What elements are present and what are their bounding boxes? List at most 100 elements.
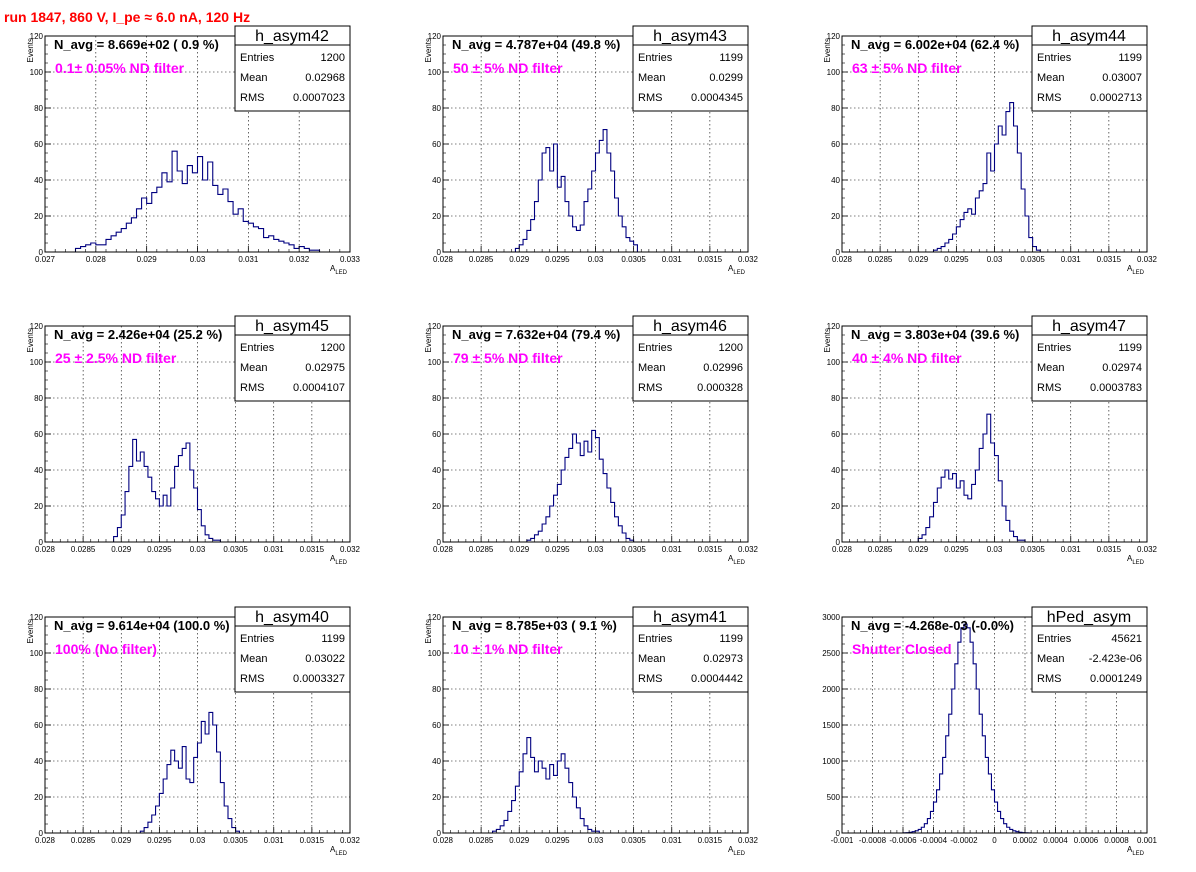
stats-mean-label: Mean xyxy=(638,653,666,665)
histogram-panel-h_asym40: 0.028 0.0285 0.029 0.0295 0.03 0.0305 0.031 0.0… xyxy=(26,606,361,857)
stats-rms-label: RMS xyxy=(638,92,662,104)
n-avg-label: N_avg = 2.426e+04 (25.2 %) xyxy=(54,327,222,342)
stats-mean-label: Mean xyxy=(1037,653,1065,665)
x-tick-label: 0.0285 xyxy=(868,255,893,264)
histogram-line xyxy=(113,438,221,542)
stats-rms-label: RMS xyxy=(638,673,662,685)
y-tick-label: 20 xyxy=(432,212,441,221)
x-tick-label: 0.029 xyxy=(509,545,530,554)
n-avg-label: N_avg = 7.632e+04 (79.4 %) xyxy=(452,327,620,342)
filter-label: 10 ± 1% ND filter xyxy=(453,641,563,657)
stats-rms-label: RMS xyxy=(240,673,264,685)
stats-box xyxy=(632,315,749,402)
x-tick-label: 0.027 xyxy=(35,255,56,264)
stats-box xyxy=(234,315,351,402)
x-tick-label: -0.001 xyxy=(831,836,854,845)
histogram-line xyxy=(514,129,638,252)
x-tick-label: 0.032 xyxy=(340,836,361,845)
histogram-name: h_asym43 xyxy=(653,28,727,45)
y-tick-label: 80 xyxy=(432,104,441,113)
x-axis-title: ALED xyxy=(728,845,746,857)
n-avg-label: N_avg = 4.787e+04 (49.8 %) xyxy=(452,37,620,52)
y-tick-label: 100 xyxy=(30,358,44,367)
y-tick-label: 80 xyxy=(34,394,43,403)
y-tick-label: 0 xyxy=(836,538,841,547)
y-tick-label: 80 xyxy=(831,104,840,113)
stats-rms-label: RMS xyxy=(1037,382,1061,394)
x-tick-label: 0.0006 xyxy=(1074,836,1099,845)
stats-entries-label: Entries xyxy=(1037,52,1072,64)
filter-label: 79 ± 5% ND filter xyxy=(453,350,563,366)
n-avg-label: N_avg = -4.268e-03 (-0.0%) xyxy=(851,618,1014,633)
stats-rms-value: 0.0004345 xyxy=(691,92,743,104)
x-tick-label: 0.032 xyxy=(738,255,759,264)
x-tick-label: 0.031 xyxy=(264,836,285,845)
x-tick-label: 0.0295 xyxy=(545,545,570,554)
histogram-name: h_asym45 xyxy=(255,318,329,335)
stats-rms-value: 0.0004107 xyxy=(293,382,345,394)
stats-rms-value: 0.0003783 xyxy=(1090,382,1142,394)
y-tick-label: 500 xyxy=(827,793,841,802)
y-tick-label: 60 xyxy=(432,430,441,439)
x-tick-label: 0.0315 xyxy=(300,836,325,845)
x-axis-title: ALED xyxy=(330,554,348,566)
stats-box xyxy=(632,606,749,693)
y-tick-label: 80 xyxy=(432,394,441,403)
histogram-panel-h_asym44: 0.028 0.0285 0.029 0.0295 0.03 0.0305 0.031 0.0… xyxy=(823,25,1158,276)
y-tick-label: 0 xyxy=(836,829,841,838)
x-tick-label: -0.0002 xyxy=(950,836,978,845)
x-tick-label: -0.0006 xyxy=(889,836,917,845)
y-tick-label: 120 xyxy=(428,32,442,41)
y-tick-label: 0 xyxy=(836,248,841,257)
x-tick-label: 0.0315 xyxy=(1097,255,1122,264)
y-tick-label: 40 xyxy=(432,757,441,766)
histogram-panel-h_asym42: 0.027 0.028 0.029 0.03 0.031 0.032 0.033 0 20 40 6… xyxy=(26,25,361,276)
stats-box xyxy=(234,606,351,693)
stats-mean-value: -2.423e-06 xyxy=(1089,653,1142,665)
x-tick-label: 0.0285 xyxy=(71,545,96,554)
stats-box xyxy=(1031,25,1148,112)
x-tick-label: 0.0315 xyxy=(300,545,325,554)
x-tick-label: 0.03 xyxy=(190,545,206,554)
y-tick-label: 60 xyxy=(831,140,840,149)
x-tick-label: 0.032 xyxy=(340,545,361,554)
stats-entries-value: 1199 xyxy=(1118,52,1142,64)
y-tick-label: 40 xyxy=(831,466,840,475)
x-tick-label: 0.0315 xyxy=(1097,545,1122,554)
x-tick-label: 0.001 xyxy=(1137,836,1158,845)
filter-label: 25 ± 2.5% ND filter xyxy=(55,350,177,366)
x-axis-title: ALED xyxy=(728,264,746,276)
x-tick-label: 0.0315 xyxy=(698,255,723,264)
y-tick-label: 0 xyxy=(437,829,442,838)
stats-entries-value: 45621 xyxy=(1111,633,1142,645)
filter-label: Shutter Closed xyxy=(852,641,952,657)
x-tick-label: 0.0295 xyxy=(147,836,172,845)
stats-mean-value: 0.03007 xyxy=(1102,72,1142,84)
y-tick-label: 100 xyxy=(827,358,841,367)
stats-rms-label: RMS xyxy=(240,92,264,104)
x-tick-label: 0.03 xyxy=(987,545,1003,554)
histogram-name: h_asym42 xyxy=(255,28,329,45)
stats-rms-value: 0.0001249 xyxy=(1090,673,1142,685)
y-tick-label: 40 xyxy=(432,176,441,185)
histogram-name: h_asym40 xyxy=(255,609,329,626)
x-tick-label: 0.0285 xyxy=(469,255,494,264)
y-tick-label: 0 xyxy=(39,829,44,838)
x-tick-label: 0.028 xyxy=(433,545,454,554)
y-tick-label: 40 xyxy=(831,176,840,185)
stats-entries-label: Entries xyxy=(1037,633,1072,645)
y-tick-label: 100 xyxy=(428,649,442,658)
stats-mean-value: 0.02974 xyxy=(1102,362,1142,374)
y-tick-label: 100 xyxy=(827,68,841,77)
stats-box xyxy=(1031,315,1148,402)
x-tick-label: 0.031 xyxy=(662,836,683,845)
y-tick-label: 60 xyxy=(432,140,441,149)
stats-rms-value: 0.000328 xyxy=(697,382,743,394)
n-avg-label: N_avg = 3.803e+04 (39.6 %) xyxy=(851,327,1019,342)
x-tick-label: 0.029 xyxy=(908,255,929,264)
y-tick-label: 0 xyxy=(437,538,442,547)
n-avg-label: N_avg = 8.669e+02 ( 0.9 %) xyxy=(54,37,219,52)
y-tick-label: 60 xyxy=(432,721,441,730)
histogram-name: h_asym46 xyxy=(653,318,727,335)
stats-rms-label: RMS xyxy=(1037,92,1061,104)
